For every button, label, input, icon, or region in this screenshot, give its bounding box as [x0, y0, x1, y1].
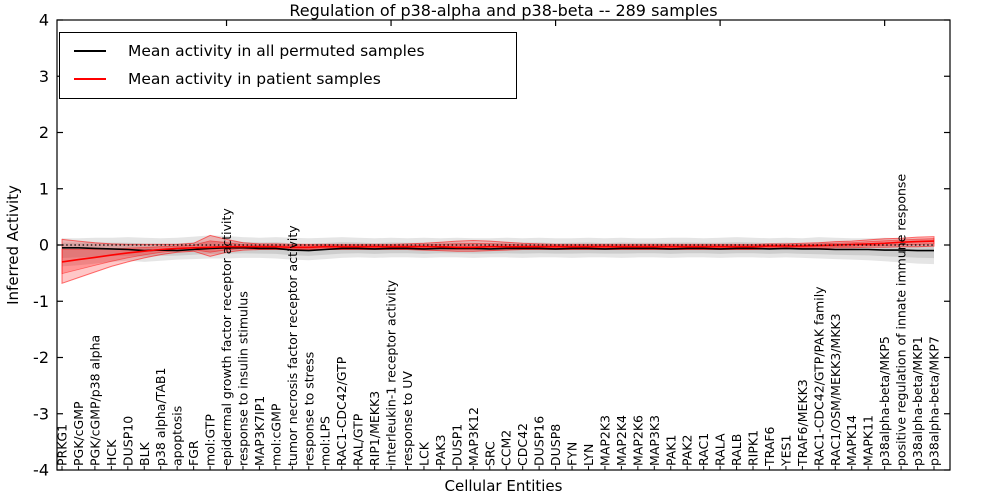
- category-label: p38 alpha/TAB1: [153, 368, 168, 466]
- category-label: p38alpha-beta/MKP1: [910, 336, 925, 466]
- category-label: PGK/cGMP/p38 alpha: [87, 335, 102, 466]
- chart-title: Regulation of p38-alpha and p38-beta -- …: [289, 1, 718, 20]
- legend-entry-permuted: Mean activity in all permuted samples: [60, 37, 516, 65]
- category-label: RAC1: [696, 433, 711, 466]
- category-label: DUSP10: [120, 416, 135, 466]
- category-label: RIP1/MEKK3: [367, 391, 382, 466]
- y-tick-label: -1: [33, 292, 49, 311]
- category-label: HCK: [104, 439, 119, 466]
- category-label: SRC: [482, 441, 497, 466]
- category-label: PAK1: [663, 435, 678, 466]
- category-label: MAP3K12: [466, 407, 481, 466]
- category-label: PAK3: [433, 435, 448, 466]
- permuted-band-outer: [62, 235, 934, 267]
- legend-line-sample-black: [74, 50, 106, 52]
- category-label: tumor necrosis factor receptor activity: [285, 225, 300, 466]
- category-label: epidermal growth factor receptor activit…: [219, 208, 234, 466]
- category-label: BLK: [137, 441, 152, 466]
- category-label: PGK/cGMP: [71, 401, 86, 466]
- legend-label: Mean activity in all permuted samples: [128, 42, 425, 60]
- legend-entry-patient: Mean activity in patient samples: [60, 65, 516, 93]
- category-label: DUSP1: [449, 424, 464, 466]
- category-label: TRAF6: [762, 426, 777, 467]
- y-tick-label: -2: [33, 348, 49, 367]
- category-label: RAC1-CDC42/GTP/PAK family: [811, 286, 826, 466]
- category-label: PAK2: [680, 435, 695, 466]
- category-label: RAC1-CDC42/GTP: [334, 356, 349, 466]
- category-label: RALA: [713, 433, 728, 466]
- category-label: MAP2K6: [630, 415, 645, 466]
- category-label: DUSP8: [548, 424, 563, 466]
- y-tick-label: 3: [39, 67, 49, 86]
- legend: Mean activity in all permuted samples Me…: [59, 32, 517, 99]
- category-label: MAP3K7IP1: [252, 396, 267, 466]
- patient-mean-line: [61, 240, 935, 263]
- category-label: FYN: [565, 442, 580, 466]
- category-label: YES1: [778, 435, 793, 467]
- category-label: CDC42: [515, 423, 530, 466]
- category-label: LCK: [417, 441, 432, 466]
- category-label: RIPK1: [746, 430, 761, 466]
- y-tick-label: 1: [39, 179, 49, 198]
- category-label: p38alpha-beta/MKP5: [877, 336, 892, 466]
- category-label: TRAF6/MEKK3: [795, 379, 810, 467]
- category-label: MAP2K3: [597, 415, 612, 466]
- category-label: positive regulation of innate immune res…: [894, 174, 909, 466]
- category-label: response to UV: [400, 371, 415, 466]
- category-label: CCM2: [499, 430, 514, 466]
- category-label: RALB: [729, 434, 744, 466]
- y-tick-label: 4: [39, 11, 49, 30]
- category-label: PRKG1: [55, 424, 70, 466]
- y-tick-label: -3: [33, 404, 49, 423]
- legend-line-sample-red: [74, 78, 106, 80]
- category-label: RAC1/OSM/MEKK3/MKK3: [828, 313, 843, 466]
- category-label: mol:GTP: [203, 414, 218, 466]
- y-tick-label: -4: [33, 461, 49, 480]
- y-tick-label: 0: [39, 236, 49, 255]
- category-label: MAPK14: [844, 415, 859, 466]
- category-label: interleukin-1 receptor activity: [384, 279, 399, 466]
- category-label: LYN: [581, 444, 596, 466]
- category-label: mol:LPS: [318, 416, 333, 466]
- category-label: MAP2K4: [614, 415, 629, 466]
- permuted-mean-line: [62, 247, 934, 252]
- category-label: MAP3K3: [647, 415, 662, 466]
- category-label: MAPK11: [861, 415, 876, 466]
- category-label: response to insulin stimulus: [236, 291, 251, 466]
- y-axis-label: Inferred Activity: [4, 185, 22, 305]
- category-label: p38alpha-beta/MKP7: [927, 336, 942, 466]
- category-label: DUSP16: [532, 416, 547, 466]
- y-tick-label: 2: [39, 123, 49, 142]
- category-label: RAL/GTP: [351, 413, 366, 466]
- x-axis-label: Cellular Entities: [444, 477, 563, 495]
- category-label: response to stress: [301, 352, 316, 466]
- category-label: apoptosis: [170, 406, 185, 466]
- legend-label: Mean activity in patient samples: [128, 70, 381, 88]
- category-label: mol:cGMP: [268, 403, 283, 466]
- category-label: FGR: [186, 440, 201, 466]
